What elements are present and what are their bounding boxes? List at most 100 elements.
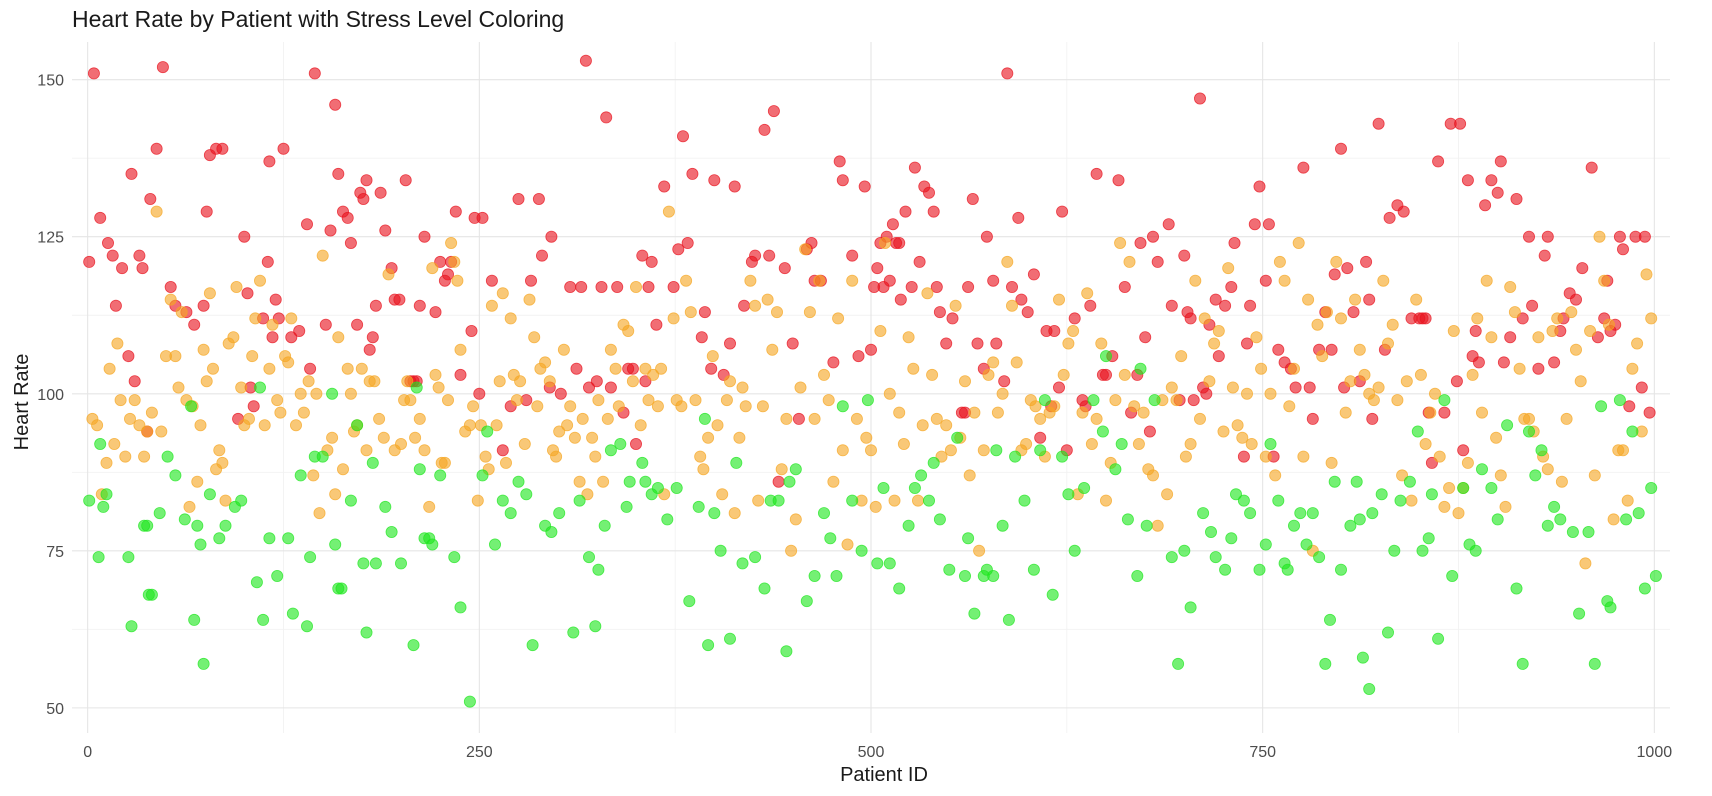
data-point-high xyxy=(102,236,115,249)
data-point-medium xyxy=(761,293,774,306)
data-point-high xyxy=(1438,406,1451,419)
data-point-medium xyxy=(514,375,527,388)
data-point-medium xyxy=(684,306,697,319)
data-point-medium xyxy=(1184,437,1197,450)
data-point-high xyxy=(363,343,376,356)
data-point-medium xyxy=(813,274,826,287)
data-point-low xyxy=(1288,519,1301,532)
data-point-high xyxy=(87,67,100,80)
data-point-high xyxy=(1165,299,1178,312)
data-point-low xyxy=(1197,507,1210,520)
data-point-medium xyxy=(689,394,702,407)
data-point-high xyxy=(590,375,603,388)
data-point-medium xyxy=(344,387,357,400)
y-axis-title: Heart Rate xyxy=(11,354,33,451)
data-point-low xyxy=(990,444,1003,457)
data-point-medium xyxy=(1081,287,1094,300)
data-point-low xyxy=(257,613,270,626)
data-point-low xyxy=(188,613,201,626)
data-point-medium xyxy=(543,375,556,388)
data-point-low xyxy=(526,639,539,652)
y-tick-label: 50 xyxy=(46,701,64,718)
data-point-medium xyxy=(1273,255,1286,268)
data-point-medium xyxy=(100,456,113,469)
data-point-medium xyxy=(360,444,373,457)
data-point-medium xyxy=(1128,400,1141,413)
data-point-medium xyxy=(832,312,845,325)
data-point-high xyxy=(465,324,478,337)
data-point-high xyxy=(792,412,805,425)
data-point-high xyxy=(865,343,878,356)
data-point-medium xyxy=(1198,312,1211,325)
data-point-high xyxy=(1178,249,1191,262)
data-point-high xyxy=(379,224,392,237)
data-point-low xyxy=(304,551,317,564)
data-point-medium xyxy=(1311,318,1324,331)
data-point-low xyxy=(169,469,182,482)
data-point-medium xyxy=(1461,456,1474,469)
data-point-low xyxy=(1259,538,1272,551)
data-point-low xyxy=(1078,481,1091,494)
data-point-medium xyxy=(1424,406,1437,419)
data-point-medium xyxy=(1259,450,1272,463)
data-point-medium xyxy=(697,463,710,476)
data-point-medium xyxy=(1151,519,1164,532)
data-point-medium xyxy=(963,469,976,482)
data-point-low xyxy=(1510,582,1523,595)
data-point-medium xyxy=(1189,274,1202,287)
data-point-high xyxy=(1001,67,1014,80)
data-point-medium xyxy=(724,375,737,388)
data-point-low xyxy=(1306,507,1319,520)
data-point-low xyxy=(915,469,928,482)
data-point-low xyxy=(1034,444,1047,457)
data-point-medium xyxy=(1494,469,1507,482)
data-point-high xyxy=(1397,205,1410,218)
data-point-medium xyxy=(368,375,381,388)
data-point-high xyxy=(1450,375,1463,388)
data-point-low xyxy=(824,532,837,545)
data-point-low xyxy=(1626,425,1639,438)
data-point-medium xyxy=(706,350,719,363)
data-point-medium xyxy=(893,406,906,419)
data-point-medium xyxy=(1264,387,1277,400)
data-point-medium xyxy=(169,350,182,363)
data-point-medium xyxy=(1607,513,1620,526)
data-point-medium xyxy=(1325,456,1338,469)
data-point-high xyxy=(1635,381,1648,394)
data-point-high xyxy=(1643,406,1656,419)
data-point-low xyxy=(818,507,831,520)
data-point-medium xyxy=(780,412,793,425)
x-tick-label: 750 xyxy=(1249,744,1276,761)
data-point-medium xyxy=(634,419,647,432)
data-point-medium xyxy=(253,274,266,287)
data-point-high xyxy=(630,437,643,450)
data-point-medium xyxy=(1452,507,1465,520)
data-point-high xyxy=(164,280,177,293)
data-point-medium xyxy=(1504,280,1517,293)
data-point-medium xyxy=(485,299,498,312)
data-point-high xyxy=(1012,211,1025,224)
data-point-high xyxy=(536,249,549,262)
data-point-high xyxy=(1570,293,1583,306)
data-point-medium xyxy=(164,293,177,306)
data-point-low xyxy=(197,657,210,670)
data-point-medium xyxy=(1372,381,1385,394)
data-point-high xyxy=(579,54,592,67)
data-point-low xyxy=(379,500,392,513)
data-point-low xyxy=(623,475,636,488)
data-point-high xyxy=(200,205,213,218)
data-points xyxy=(83,54,1662,708)
data-point-medium xyxy=(1419,437,1432,450)
data-point-medium xyxy=(1132,437,1145,450)
data-point-medium xyxy=(242,412,255,425)
data-point-low xyxy=(1501,419,1514,432)
data-point-high xyxy=(611,280,624,293)
data-point-low xyxy=(300,620,313,633)
data-point-medium xyxy=(124,412,137,425)
data-point-low xyxy=(1038,394,1051,407)
data-point-high xyxy=(454,368,467,381)
data-point-medium xyxy=(874,324,887,337)
data-point-medium xyxy=(850,412,863,425)
data-point-low xyxy=(369,557,382,570)
data-point-high xyxy=(197,299,210,312)
